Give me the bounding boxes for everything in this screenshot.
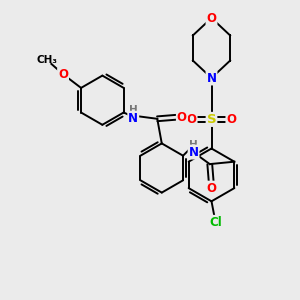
Text: Cl: Cl [210, 216, 222, 229]
Text: CH₃: CH₃ [37, 55, 58, 65]
Text: N: N [206, 71, 217, 85]
Text: O: O [226, 113, 237, 126]
Text: N: N [128, 112, 138, 125]
Text: H: H [189, 140, 198, 150]
Text: H: H [129, 105, 138, 115]
Text: O: O [58, 68, 68, 82]
Text: O: O [177, 111, 187, 124]
Text: O: O [206, 182, 216, 195]
Text: N: N [189, 146, 199, 159]
Text: S: S [207, 113, 216, 126]
Text: O: O [206, 11, 217, 25]
Text: O: O [186, 113, 197, 126]
